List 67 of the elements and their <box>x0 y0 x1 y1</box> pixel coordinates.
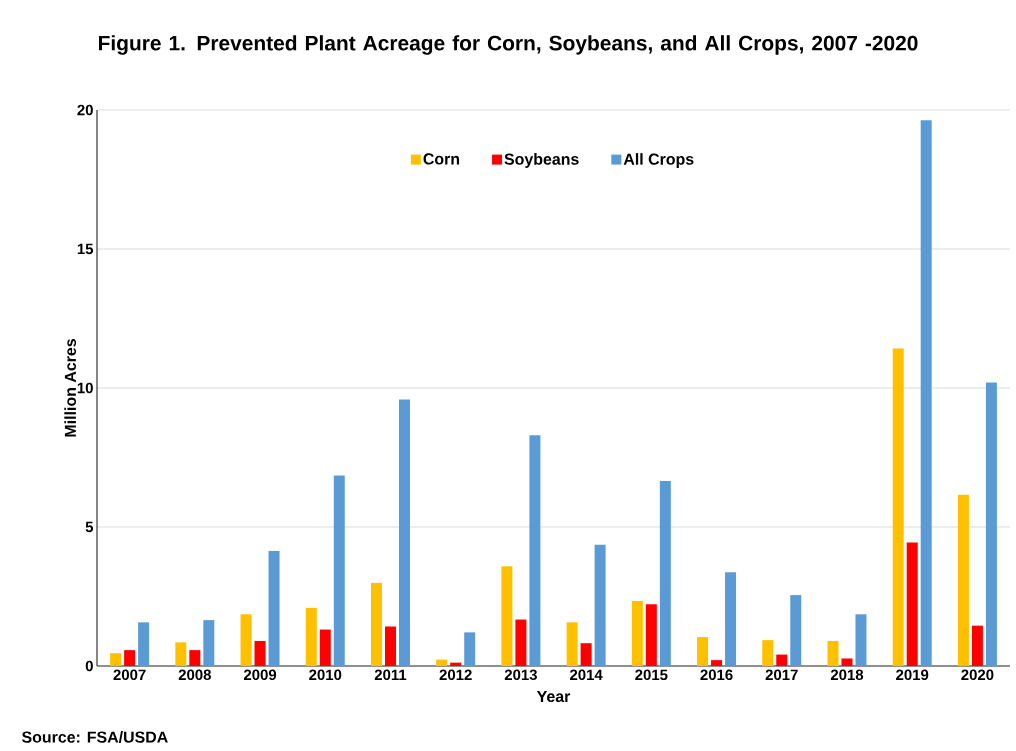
bar <box>725 572 737 666</box>
bar <box>645 604 657 666</box>
bar <box>971 625 983 666</box>
bar <box>398 399 410 666</box>
bar <box>920 120 932 666</box>
bar <box>855 614 867 666</box>
bar <box>892 348 904 666</box>
x-tick-label: 2007 <box>113 669 146 681</box>
bar <box>566 622 578 666</box>
bar <box>580 643 592 666</box>
legend-label: All Crops <box>623 153 694 168</box>
bar <box>762 640 774 666</box>
bar <box>659 481 671 666</box>
x-tick-label: 2017 <box>765 669 798 681</box>
y-tick-label: 10 <box>77 382 93 394</box>
x-tick-label: 2019 <box>896 669 929 681</box>
bar <box>110 653 122 666</box>
x-tick-label: 2008 <box>178 669 211 681</box>
bar <box>529 435 541 666</box>
bar <box>305 607 317 666</box>
x-tick-label: 2015 <box>635 669 668 681</box>
source-note: Source: FSA/USDA <box>21 731 168 743</box>
bar <box>697 637 709 666</box>
bar <box>370 582 382 666</box>
x-tick-label: 2013 <box>504 669 537 681</box>
x-tick-label: 2010 <box>309 669 342 681</box>
bar <box>841 658 853 666</box>
bar <box>906 542 918 666</box>
x-tick-label: 2016 <box>700 669 733 681</box>
legend-label: Soybeans <box>504 153 579 168</box>
bar <box>501 566 513 666</box>
bar <box>124 650 136 666</box>
x-axis-title: Year <box>536 690 571 703</box>
bar <box>240 614 252 666</box>
bar <box>319 629 331 666</box>
y-tick-label: 5 <box>85 521 94 533</box>
x-tick-label: 2014 <box>570 669 603 681</box>
x-tick-label: 2011 <box>374 669 407 681</box>
x-tick-label: 2018 <box>830 669 864 681</box>
bar <box>436 659 448 666</box>
legend-label: Corn <box>423 153 460 165</box>
bar <box>711 660 723 666</box>
bar <box>203 620 215 666</box>
x-tick-label: 2020 <box>961 669 994 681</box>
x-tick-label: 2012 <box>439 669 472 681</box>
bar <box>985 382 997 666</box>
bar <box>254 640 266 666</box>
y-tick-label: 0 <box>85 660 93 672</box>
bar <box>138 622 150 666</box>
chart-title: Figure 1. Prevented Plant Acreage for Corn, Soybeans, and All Crops, 2007 -2020 <box>99 35 918 55</box>
y-tick-label: 15 <box>77 243 94 255</box>
bar <box>827 640 839 666</box>
y-axis-title: Million Acres <box>64 339 77 437</box>
bar <box>464 632 476 666</box>
bar <box>790 595 802 666</box>
y-tick-label: 20 <box>77 104 93 116</box>
bar <box>957 494 969 666</box>
bar <box>776 654 788 666</box>
bar <box>333 475 345 666</box>
x-tick-label: 2009 <box>243 669 277 681</box>
bar <box>175 642 187 666</box>
bar <box>515 619 527 666</box>
bar <box>384 626 396 666</box>
bar <box>594 544 606 666</box>
bar <box>189 650 201 666</box>
bar <box>631 600 643 666</box>
bar <box>268 550 280 666</box>
